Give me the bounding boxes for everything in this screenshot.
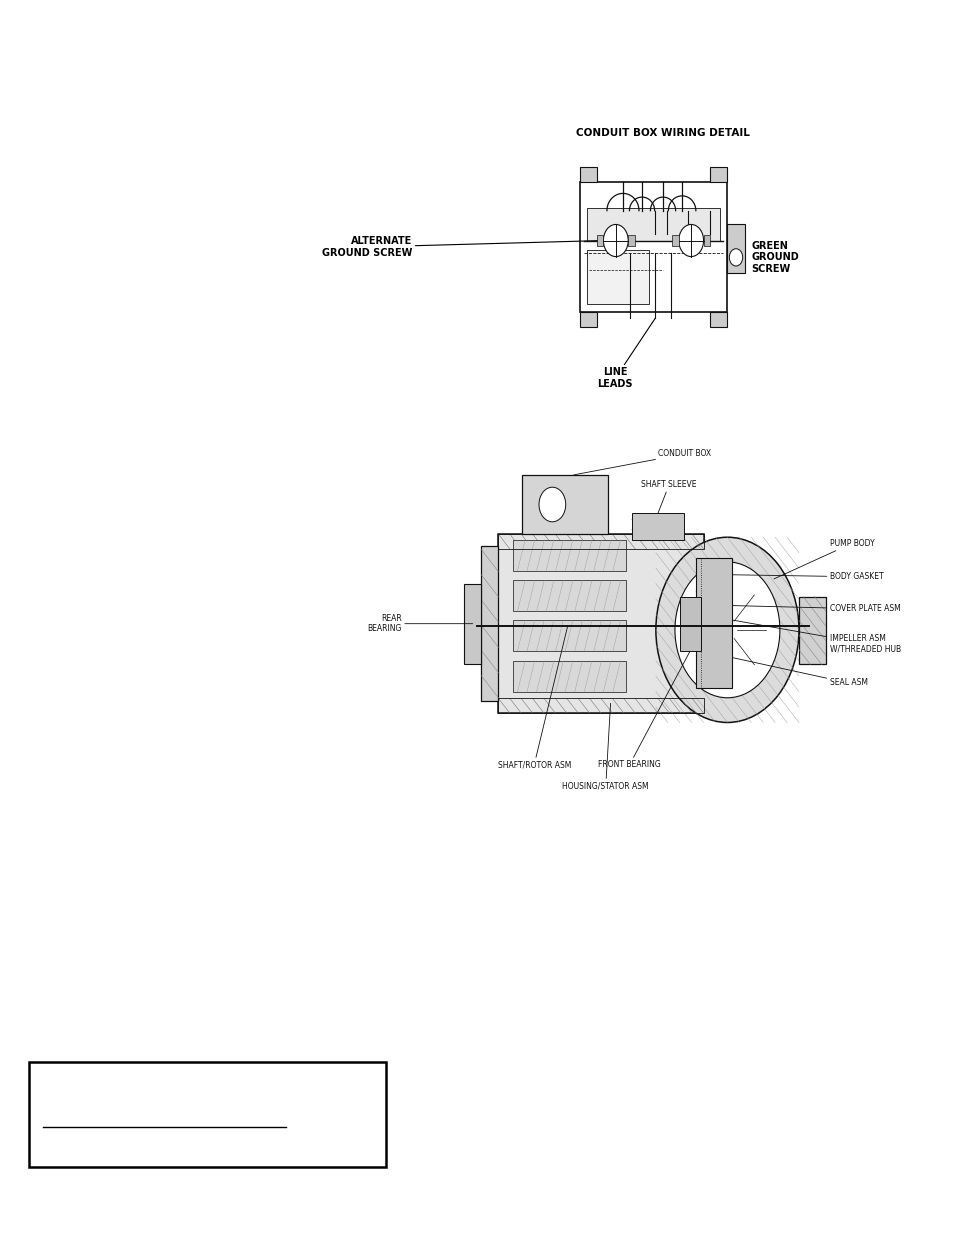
Bar xyxy=(497,534,702,548)
Bar xyxy=(798,597,824,664)
Text: PUMP BODY: PUMP BODY xyxy=(773,538,873,579)
Bar xyxy=(702,235,709,246)
Bar xyxy=(726,224,743,273)
Circle shape xyxy=(728,248,741,266)
Bar xyxy=(597,235,602,246)
Text: IMPELLER ASM
W/THREADED HUB: IMPELLER ASM W/THREADED HUB xyxy=(718,618,900,653)
Bar xyxy=(631,514,683,541)
Bar xyxy=(480,546,497,701)
Text: REAR
BEARING: REAR BEARING xyxy=(367,614,472,634)
Text: BODY GASKET: BODY GASKET xyxy=(700,572,882,582)
Text: HOUSING/STATOR ASM: HOUSING/STATOR ASM xyxy=(562,704,648,790)
Bar xyxy=(709,168,726,182)
Circle shape xyxy=(656,537,798,722)
Bar xyxy=(587,209,720,241)
Bar xyxy=(497,534,702,714)
Bar xyxy=(512,620,625,651)
Text: SHAFT/ROTOR ASM: SHAFT/ROTOR ASM xyxy=(497,626,570,769)
Bar xyxy=(463,583,480,664)
Bar xyxy=(512,540,625,571)
Bar xyxy=(628,235,635,246)
Bar xyxy=(497,698,702,714)
Text: ALTERNATE
GROUND SCREW: ALTERNATE GROUND SCREW xyxy=(322,236,602,258)
Text: SEAL ASM: SEAL ASM xyxy=(689,648,866,688)
Circle shape xyxy=(538,487,565,521)
Bar xyxy=(587,249,649,304)
Bar xyxy=(512,661,625,692)
Circle shape xyxy=(679,225,703,257)
Text: CONDUIT BOX WIRING DETAIL: CONDUIT BOX WIRING DETAIL xyxy=(576,128,749,138)
Bar xyxy=(578,311,597,326)
Text: CONDUIT BOX: CONDUIT BOX xyxy=(574,450,711,474)
Text: COVER PLATE ASM: COVER PLATE ASM xyxy=(715,604,900,614)
Circle shape xyxy=(602,225,628,257)
Text: FRONT BEARING: FRONT BEARING xyxy=(598,651,689,769)
Bar xyxy=(671,235,679,246)
Bar xyxy=(522,474,608,535)
Bar xyxy=(709,311,726,326)
Bar xyxy=(679,597,700,651)
Bar xyxy=(696,558,732,688)
Text: GREEN
GROUND
SCREW: GREEN GROUND SCREW xyxy=(751,241,799,274)
Bar xyxy=(578,168,597,182)
Bar xyxy=(512,580,625,611)
Text: SHAFT SLEEVE: SHAFT SLEEVE xyxy=(640,480,696,514)
Bar xyxy=(29,1062,386,1167)
Bar xyxy=(578,182,726,312)
Circle shape xyxy=(674,562,780,698)
Text: LINE
LEADS: LINE LEADS xyxy=(597,317,655,389)
